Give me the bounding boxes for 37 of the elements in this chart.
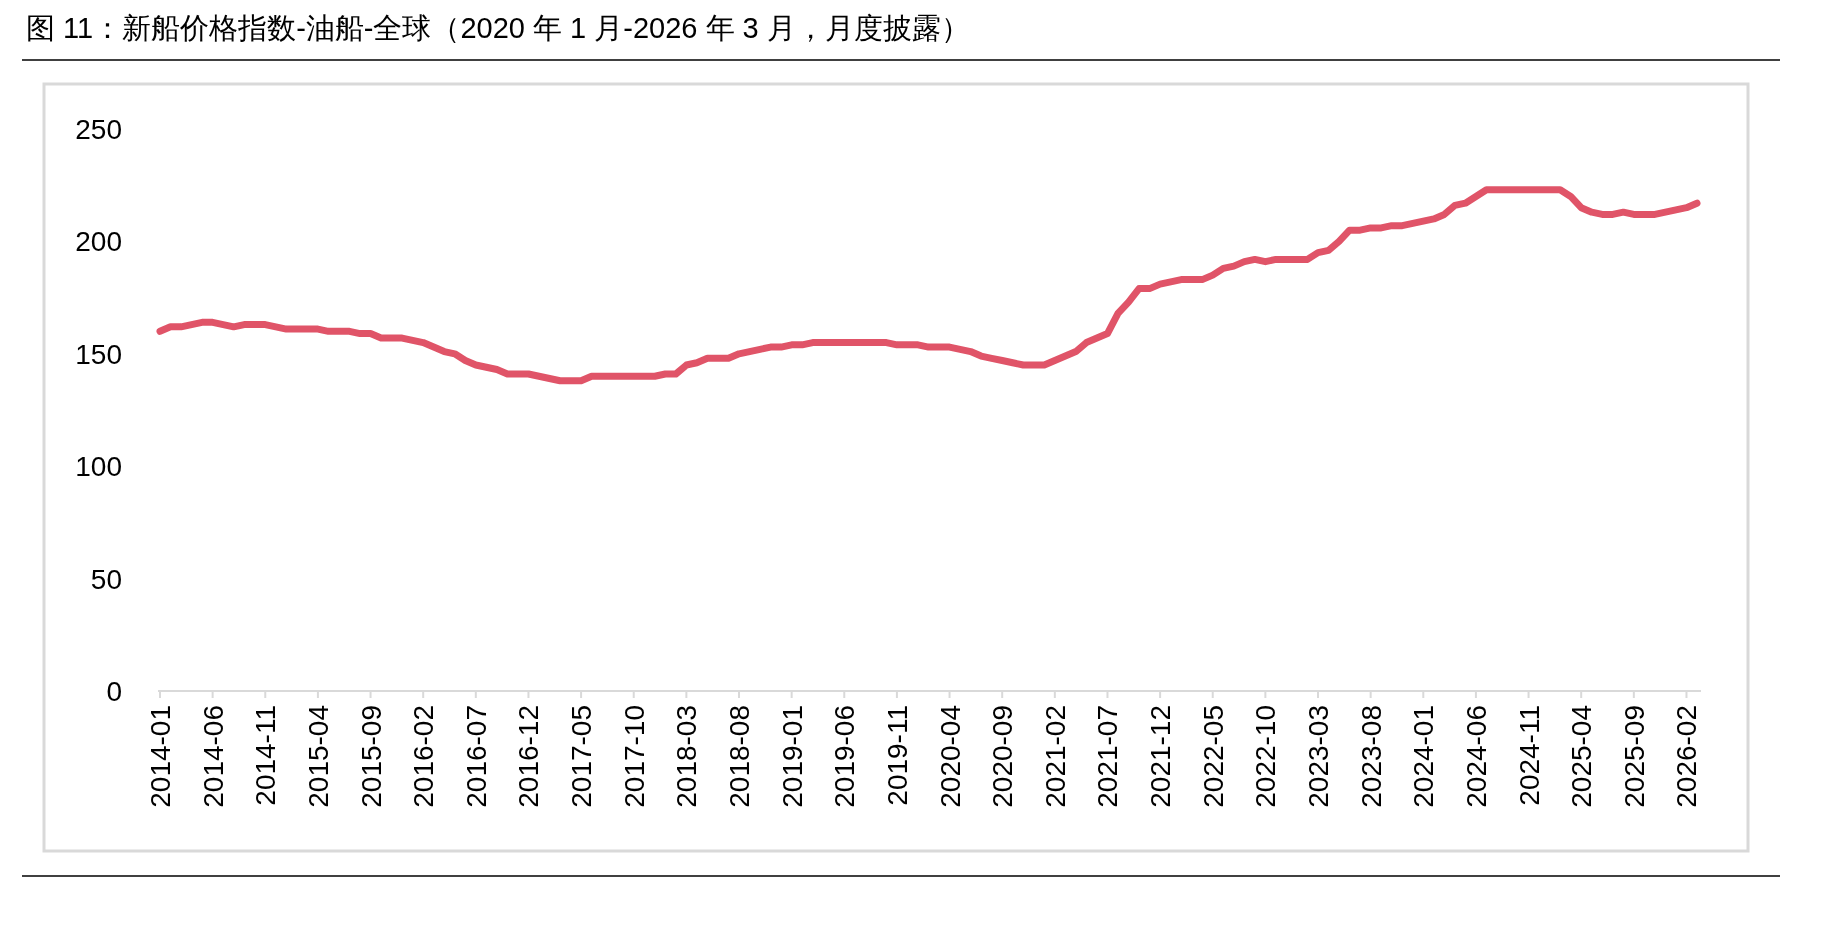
x-tick-label: 2024-11 — [1513, 705, 1545, 806]
x-tick-label: 2016-12 — [513, 705, 545, 808]
x-tick-label: 2015-04 — [302, 705, 334, 808]
y-tick-label: 100 — [75, 451, 122, 483]
x-tick-label: 2019-01 — [776, 705, 808, 808]
x-tick-label: 2021-12 — [1145, 705, 1177, 808]
y-tick-label: 200 — [75, 226, 122, 258]
x-tick-label: 2025-09 — [1618, 705, 1650, 808]
x-tick-label: 2014-01 — [145, 705, 176, 808]
x-tick-label: 2014-11 — [250, 705, 282, 806]
x-tick-label: 2022-05 — [1197, 705, 1229, 808]
x-tick-label: 2018-03 — [671, 705, 703, 808]
x-tick-label: 2022-10 — [1250, 705, 1282, 808]
y-tick-label: 50 — [90, 563, 122, 595]
x-tick-label: 2016-07 — [460, 705, 492, 808]
x-tick-label: 2024-01 — [1408, 705, 1440, 808]
x-tick-label: 2017-10 — [618, 705, 650, 808]
y-tick-label: 150 — [75, 338, 122, 370]
x-tick-label: 2020-09 — [987, 705, 1019, 808]
x-tick-label: 2017-05 — [566, 705, 598, 808]
x-tick-label: 2019-11 — [881, 705, 913, 806]
x-tick-label: 2021-07 — [1092, 705, 1124, 808]
x-tick-label: 2023-08 — [1355, 705, 1387, 808]
x-tick-label: 2020-04 — [934, 705, 966, 808]
x-tick-label: 2024-06 — [1460, 705, 1492, 808]
x-tick-label: 2016-02 — [408, 705, 440, 808]
chart-title: 图 11：新船价格指数-油船-全球（2020 年 1 月-2026 年 3 月，月度披露） — [26, 12, 970, 44]
x-tick-label: 2026-02 — [1671, 705, 1703, 808]
x-tick-label: 2025-04 — [1566, 705, 1598, 808]
y-tick-label: 0 — [106, 676, 122, 707]
x-tick-label: 2019-06 — [829, 705, 861, 808]
x-tick-label: 2018-08 — [724, 705, 756, 808]
x-tick-label: 2015-09 — [355, 705, 387, 808]
x-tick-label: 2021-02 — [1039, 705, 1071, 808]
x-tick-label: 2014-06 — [197, 705, 229, 808]
x-tick-label: 2023-03 — [1303, 705, 1335, 808]
y-tick-label: 250 — [75, 114, 122, 145]
